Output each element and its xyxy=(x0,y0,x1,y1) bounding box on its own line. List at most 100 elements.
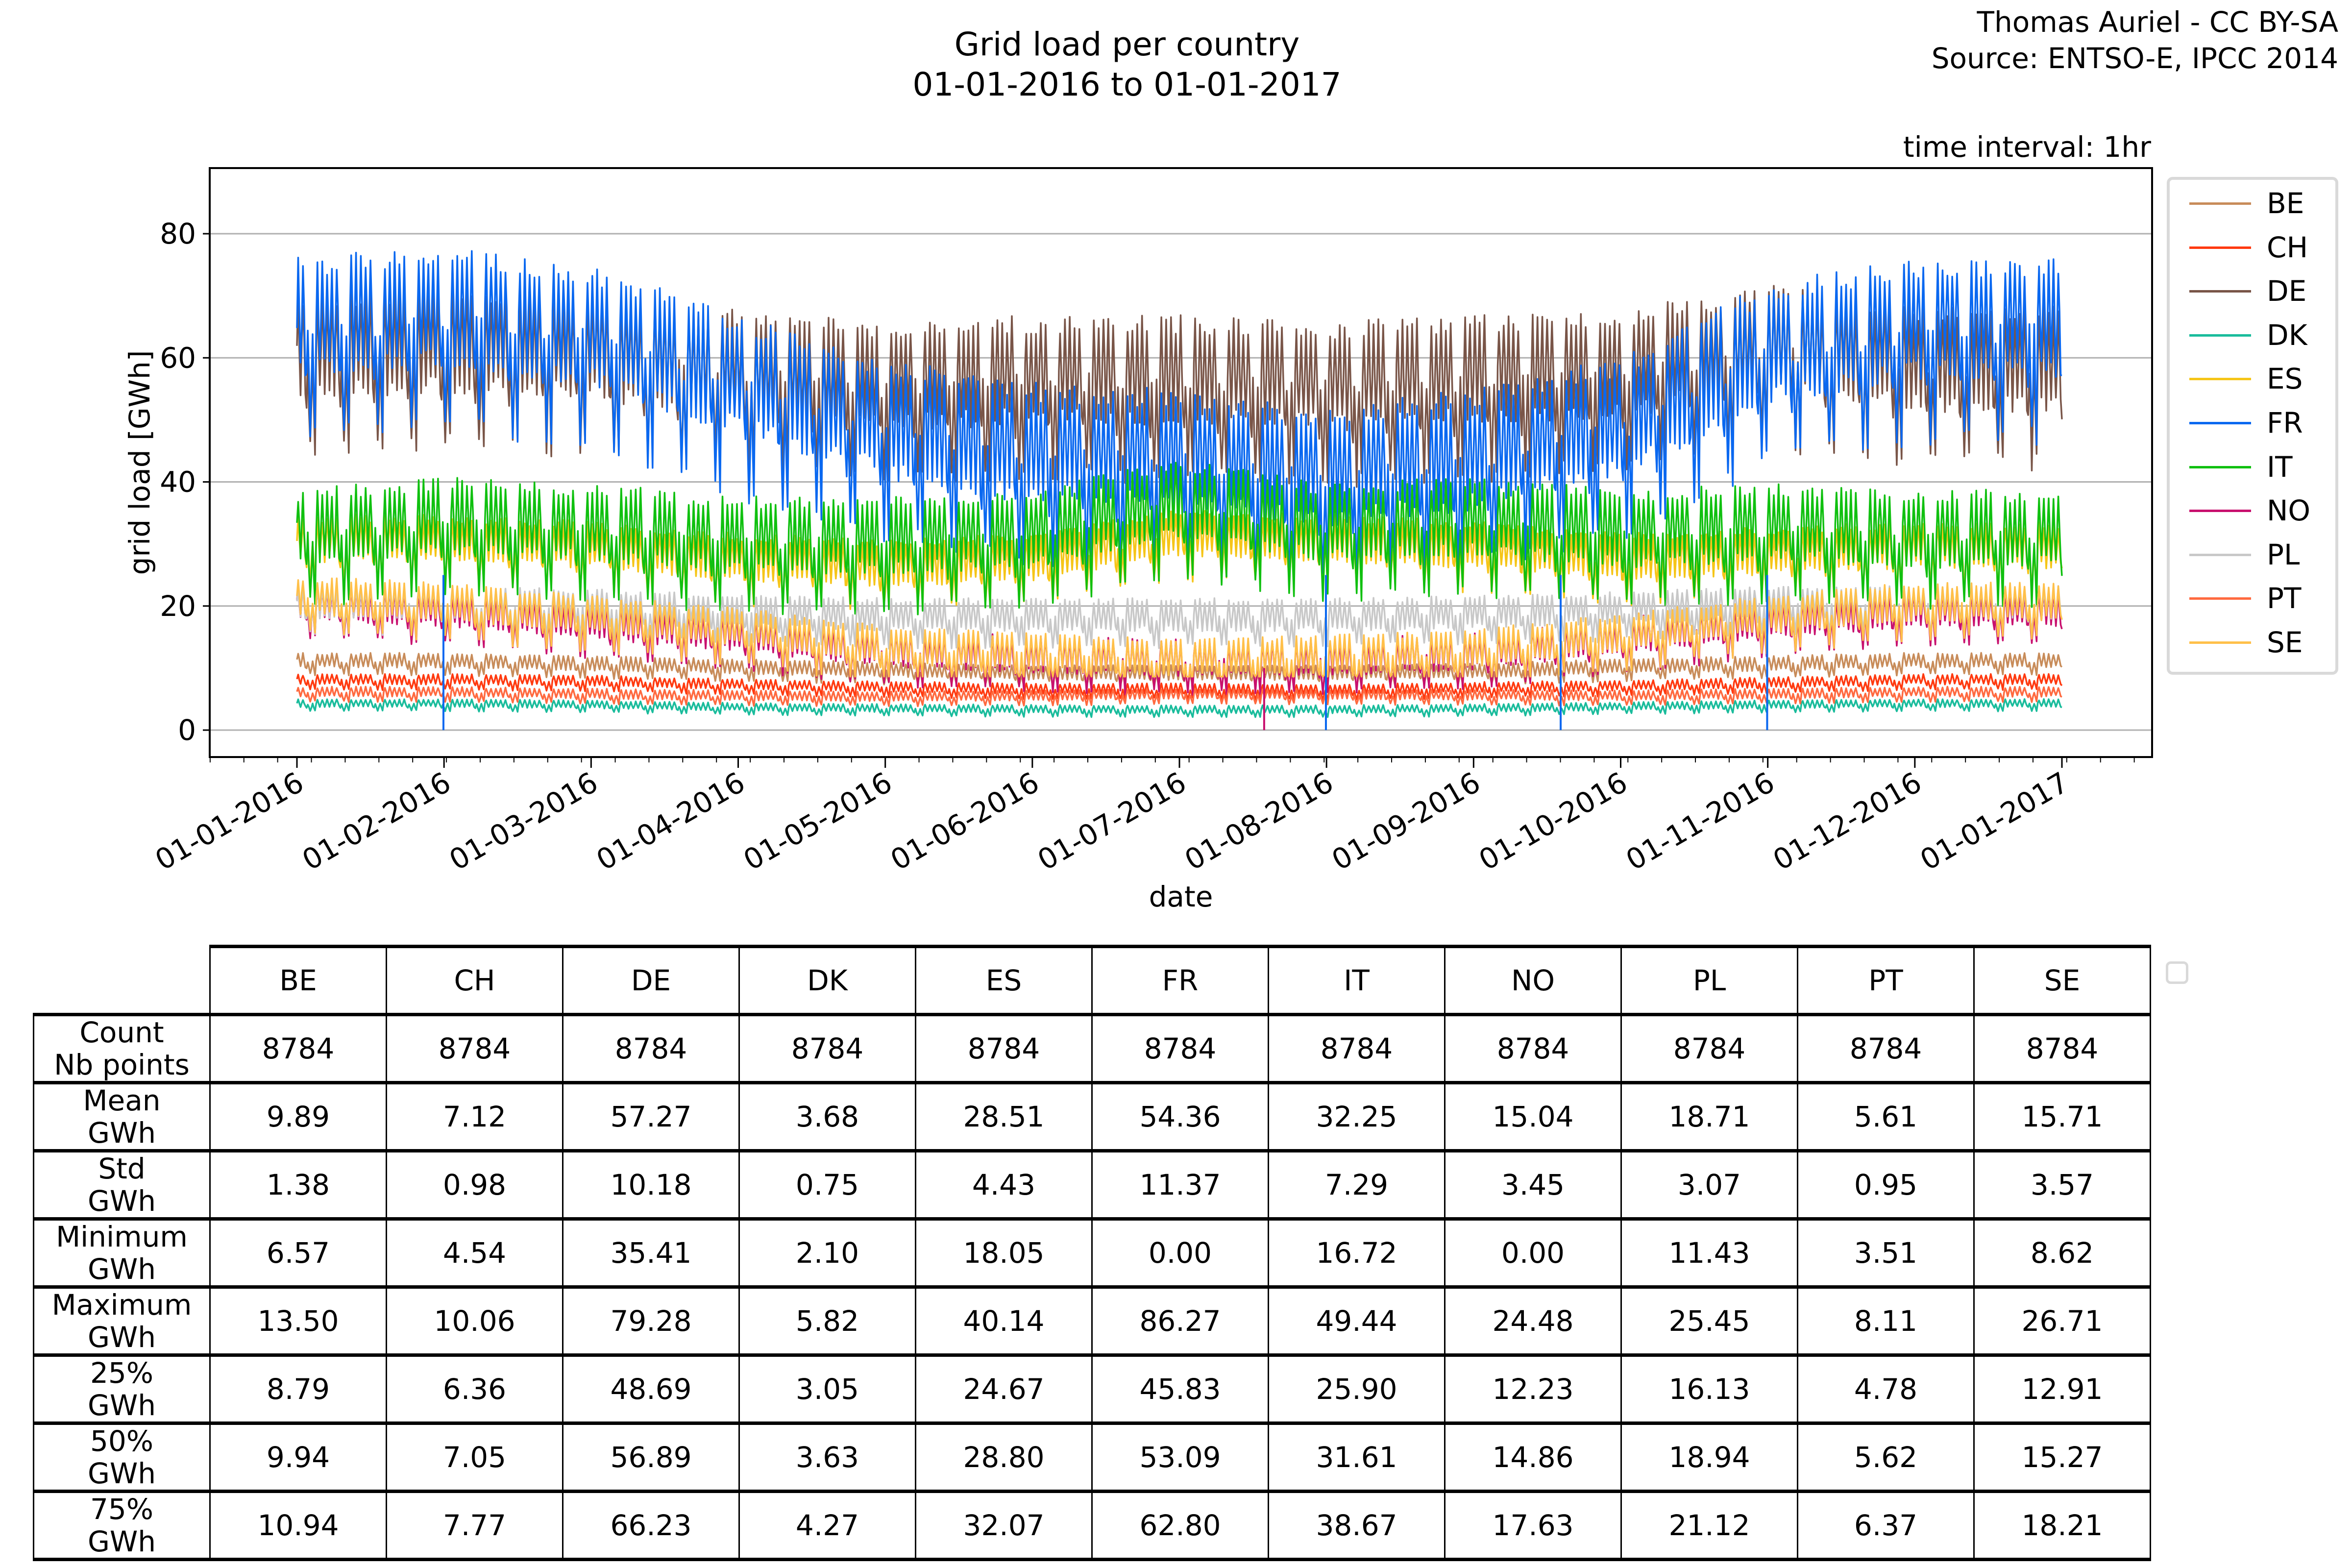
table-cell: 31.61 xyxy=(1268,1422,1446,1492)
row-label-stat: Mean xyxy=(83,1084,161,1117)
legend-item-pl: PL xyxy=(2170,540,2335,569)
column-header: BE xyxy=(209,945,387,1015)
table-row: 25% GWh 8.79 6.36 48.69 3.05 24.67 45.83 25.90 12… xyxy=(33,1354,2151,1424)
legend-item-es: ES xyxy=(2170,364,2335,393)
chart-title: Grid load per country 01-01-2016 to 01-0… xyxy=(686,24,1568,105)
legend-swatch xyxy=(2189,422,2251,424)
table-cell: 40.14 xyxy=(915,1286,1093,1356)
table-cell: 17.63 xyxy=(1444,1491,1622,1560)
legend-item-be: BE xyxy=(2170,189,2335,218)
table-row: 75% GWh 10.94 7.77 66.23 4.27 32.07 62.80 38.67 1… xyxy=(33,1491,2151,1560)
legend-swatch xyxy=(2189,641,2251,644)
x-tick-label: 01-11-2016 xyxy=(1620,765,1780,877)
column-header: IT xyxy=(1268,945,1446,1015)
table-cell: 8784 xyxy=(1797,1014,1975,1083)
legend-swatch xyxy=(2189,334,2251,337)
table-cell: 16.13 xyxy=(1620,1354,1798,1424)
table-cell: 26.71 xyxy=(1973,1286,2151,1356)
x-tick-label: 01-09-2016 xyxy=(1326,765,1486,877)
legend-label: DE xyxy=(2267,274,2307,308)
table-cell: 8.79 xyxy=(209,1354,387,1424)
table-cell: 24.67 xyxy=(915,1354,1093,1424)
column-header: CH xyxy=(386,945,564,1015)
legend-swatch xyxy=(2189,202,2251,205)
row-label-stat: 50% xyxy=(90,1424,153,1458)
table-row: Maximum GWh 13.50 10.06 79.28 5.82 40.14 86.27 4… xyxy=(33,1286,2151,1356)
table-cell: 10.06 xyxy=(386,1286,564,1356)
y-tick-label: 80 xyxy=(160,217,196,250)
table-cell: 28.80 xyxy=(915,1422,1093,1492)
table-cell: 10.94 xyxy=(209,1491,387,1560)
x-axis-label: date xyxy=(1149,880,1213,913)
column-header: SE xyxy=(1973,945,2151,1015)
table-cell: 8784 xyxy=(1620,1014,1798,1083)
y-tick-label: 0 xyxy=(178,713,196,747)
table-cell: 13.50 xyxy=(209,1286,387,1356)
time-interval-label: time interval: 1hr xyxy=(1903,130,2151,164)
table-cell: 0.75 xyxy=(738,1150,916,1220)
table-cell: 25.90 xyxy=(1268,1354,1446,1424)
legend-item-ch: CH xyxy=(2170,233,2335,262)
title-line-2: 01-01-2016 to 01-01-2017 xyxy=(912,66,1342,103)
table-row: Count Nb points 8784 8784 8784 8784 8784 8784 87… xyxy=(33,1014,2151,1083)
legend-label: FR xyxy=(2267,406,2303,440)
table-cell: 7.77 xyxy=(386,1491,564,1560)
column-header: DE xyxy=(562,945,740,1015)
table-cell: 0.00 xyxy=(1444,1218,1622,1288)
x-tick-label: 01-03-2016 xyxy=(443,765,603,877)
table-cell: 5.62 xyxy=(1797,1422,1975,1492)
table-cell: 7.05 xyxy=(386,1422,564,1492)
series-line-fr xyxy=(296,250,2062,591)
row-label-unit: GWh xyxy=(87,1525,156,1558)
table-cell: 53.09 xyxy=(1091,1422,1269,1492)
table-cell: 62.80 xyxy=(1091,1491,1269,1560)
table-cell: 4.78 xyxy=(1797,1354,1975,1424)
author-credit: Thomas Auriel - CC BY-SA xyxy=(1977,5,2338,39)
row-label-stat: Count xyxy=(79,1016,164,1049)
row-label-unit: GWh xyxy=(87,1389,156,1422)
credit: Thomas Auriel - CC BY-SA Source: ENTSO-E… xyxy=(1932,4,2338,76)
title-line-1: Grid load per country xyxy=(954,25,1300,63)
table-cell: 24.48 xyxy=(1444,1286,1622,1356)
legend-item-fr: FR xyxy=(2170,408,2335,438)
column-header: FR xyxy=(1091,945,1269,1015)
table-cell: 3.57 xyxy=(1973,1150,2151,1220)
table-cell: 5.82 xyxy=(738,1286,916,1356)
table-cell: 12.23 xyxy=(1444,1354,1622,1424)
table-cell: 56.89 xyxy=(562,1422,740,1492)
table-cell: 35.41 xyxy=(562,1218,740,1288)
legend-label: PT xyxy=(2267,582,2302,615)
table-cell: 3.63 xyxy=(738,1422,916,1492)
table-cell: 4.43 xyxy=(915,1150,1093,1220)
row-header: Count Nb points xyxy=(33,1014,211,1083)
legend-label: NO xyxy=(2267,494,2311,528)
table-cell: 18.21 xyxy=(1973,1491,2151,1560)
table-cell: 11.37 xyxy=(1091,1150,1269,1220)
table-cell: 15.27 xyxy=(1973,1422,2151,1492)
column-header: DK xyxy=(738,945,916,1015)
table-cell: 8784 xyxy=(562,1014,740,1083)
table-cell: 25.45 xyxy=(1620,1286,1798,1356)
row-header: Mean GWh xyxy=(33,1082,211,1152)
series-line-no xyxy=(296,583,2063,696)
table-cell: 3.51 xyxy=(1797,1218,1975,1288)
table-cell: 79.28 xyxy=(562,1286,740,1356)
table-cell: 32.07 xyxy=(915,1491,1093,1560)
legend-label: DK xyxy=(2267,318,2307,352)
legend: BE CH DE DK ES FR IT NO PL PT SE xyxy=(2167,177,2338,675)
table-row: Minimum GWh 6.57 4.54 35.41 2.10 18.05 0.00 16.7… xyxy=(33,1218,2151,1288)
legend-swatch xyxy=(2189,510,2251,513)
legend-item-de: DE xyxy=(2170,276,2335,306)
x-tick-label: 01-02-2016 xyxy=(296,765,456,877)
x-tick-label: 01-05-2016 xyxy=(738,765,898,877)
column-header: ES xyxy=(915,945,1093,1015)
table-cell: 15.71 xyxy=(1973,1082,2151,1152)
legend-label: CH xyxy=(2267,230,2308,264)
legend-label: BE xyxy=(2267,187,2304,220)
legend-item-pt: PT xyxy=(2170,584,2335,613)
table-cell: 0.98 xyxy=(386,1150,564,1220)
statistics-table: BE CH DE DK ES FR IT NO PL PT SE Count Nb points 8784… xyxy=(33,945,2151,1561)
legend-swatch xyxy=(2189,597,2251,600)
x-tick-label: 01-08-2016 xyxy=(1179,765,1339,877)
x-tick-label: 01-06-2016 xyxy=(885,765,1045,877)
